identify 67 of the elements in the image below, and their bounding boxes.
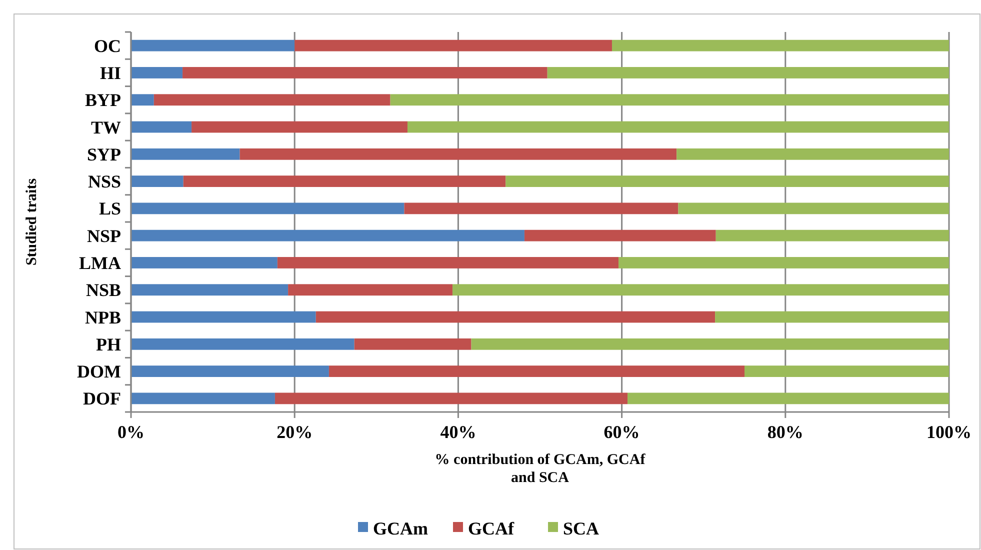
bar: [524, 230, 716, 242]
bar: [506, 176, 949, 187]
bar: [294, 40, 612, 52]
bar: [131, 176, 184, 187]
y-tick-label: HI: [100, 63, 121, 84]
bar: [192, 121, 408, 133]
bar: [618, 257, 949, 268]
legend-label: GCAf: [468, 518, 515, 538]
x-tick-label: 80%: [767, 422, 804, 442]
bar: [354, 338, 472, 350]
bar: [678, 202, 949, 214]
bar: [131, 257, 278, 268]
bar: [452, 284, 949, 296]
bar: [131, 338, 354, 350]
x-tick-label: 40%: [440, 422, 476, 442]
bar: [404, 202, 678, 214]
x-tick-label: 0%: [118, 422, 144, 442]
y-tick-label: NPB: [85, 307, 121, 328]
bar: [131, 94, 154, 106]
bar: [131, 202, 404, 214]
bar: [716, 230, 949, 242]
bar: [715, 311, 949, 323]
x-tick-label: 60%: [604, 422, 640, 442]
bar: [131, 67, 183, 78]
bar: [612, 40, 949, 52]
bar: [131, 366, 329, 377]
bar: [131, 148, 240, 160]
bar: [277, 257, 619, 268]
bar: [240, 148, 677, 160]
y-axis-title: Studied traits: [24, 178, 40, 266]
bar: [628, 392, 949, 404]
x-axis-title: % contribution of GCAm, GCAf and SCA: [434, 452, 646, 486]
bar: [274, 392, 628, 404]
bar: [131, 121, 192, 133]
bar: [131, 40, 295, 52]
bar: [183, 176, 506, 187]
y-tick-label: NSP: [86, 226, 121, 246]
bar: [407, 121, 949, 133]
bar: [182, 67, 548, 78]
bar: [328, 366, 744, 377]
y-tick-label: NSS: [88, 172, 121, 192]
y-tick-label: LMA: [79, 253, 121, 274]
bar: [288, 284, 452, 296]
bar: [131, 311, 316, 323]
y-tick-label: OC: [94, 36, 121, 56]
bar: [131, 392, 275, 404]
y-tick-label: PH: [96, 334, 121, 354]
y-tick-label: LS: [98, 198, 121, 219]
legend-label: SCA: [563, 518, 600, 538]
bar: [131, 284, 288, 296]
y-tick-label: DOM: [77, 362, 121, 382]
bar: [390, 94, 949, 106]
y-tick-label: DOF: [83, 388, 121, 409]
bar: [471, 338, 949, 350]
x-tick-label: 100%: [926, 422, 972, 442]
bar: [131, 230, 524, 242]
bar: [547, 67, 949, 78]
y-tick-label: SYP: [86, 144, 121, 164]
x-tick-label: 20%: [276, 422, 313, 442]
bar: [316, 311, 716, 323]
bar: [154, 94, 390, 106]
bar: [744, 366, 949, 377]
y-tick-label: BYP: [85, 90, 122, 110]
bar: [676, 148, 949, 160]
y-tick-label: TW: [90, 117, 121, 138]
legend-label: GCAm: [373, 518, 428, 538]
y-tick-label: NSB: [86, 280, 121, 300]
